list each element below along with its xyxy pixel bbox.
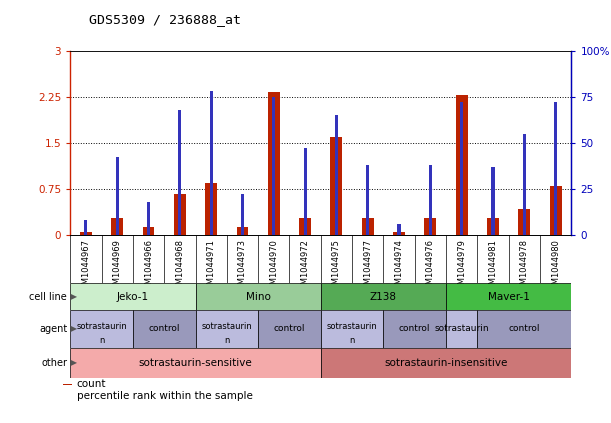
Text: cell line: cell line [29,291,67,302]
Bar [111,217,123,235]
Text: sotrastaurin-sensitive: sotrastaurin-sensitive [139,358,252,368]
Text: GSM1044978: GSM1044978 [520,239,529,295]
Bar [335,115,338,235]
Text: control: control [399,324,431,333]
Text: GDS5309 / 236888_at: GDS5309 / 236888_at [89,13,241,26]
Text: control: control [508,324,540,333]
Bar [210,91,213,235]
Bar [299,218,311,235]
Bar [236,228,249,235]
Bar [321,310,384,348]
Bar [70,348,321,378]
Bar [205,183,217,235]
Text: GSM1044981: GSM1044981 [489,239,497,294]
Text: Mino: Mino [246,291,271,302]
Text: GSM1044977: GSM1044977 [364,239,372,295]
Bar [196,310,258,348]
Bar [178,110,181,235]
Bar [70,283,196,310]
Text: other: other [41,358,67,368]
Bar [554,102,557,235]
Bar [429,165,432,235]
Text: ▶: ▶ [68,292,77,301]
Bar [196,283,321,310]
Bar [258,310,321,348]
Bar [331,137,342,235]
Bar [362,218,374,235]
Bar [142,228,155,235]
Text: ▶: ▶ [68,324,77,333]
Text: n: n [99,336,104,345]
Text: ▶: ▶ [68,358,77,368]
Text: GSM1044967: GSM1044967 [81,239,90,295]
Text: count: count [76,379,106,389]
Bar [491,167,494,235]
Text: percentile rank within the sample: percentile rank within the sample [76,391,252,401]
Text: control: control [148,324,180,333]
Bar [241,194,244,235]
Bar [425,218,436,235]
Text: sotrastaurin: sotrastaurin [202,322,252,331]
Text: sotrastaurin-insensitive: sotrastaurin-insensitive [384,358,508,368]
Bar [366,165,369,235]
Text: sotrastaurin: sotrastaurin [76,322,127,331]
Text: agent: agent [39,324,67,334]
Bar [174,194,186,235]
Bar [460,102,463,235]
Text: n: n [349,336,355,345]
Bar [304,148,307,235]
Bar [393,232,405,235]
Bar [115,157,119,235]
Text: GSM1044970: GSM1044970 [269,239,278,294]
Text: GSM1044972: GSM1044972 [301,239,310,294]
Text: GSM1044975: GSM1044975 [332,239,341,294]
Bar [446,283,571,310]
Bar [84,220,87,235]
Text: GSM1044971: GSM1044971 [207,239,216,294]
Bar [384,310,446,348]
Text: n: n [224,336,230,345]
Bar [446,310,477,348]
Bar [273,97,276,235]
Text: GSM1044979: GSM1044979 [457,239,466,294]
Text: Jeko-1: Jeko-1 [117,291,149,302]
Text: GSM1044969: GSM1044969 [113,239,122,294]
Bar [63,384,73,385]
Text: GSM1044976: GSM1044976 [426,239,435,295]
Text: sotrastaurin: sotrastaurin [327,322,378,331]
Text: GSM1044968: GSM1044968 [175,239,185,295]
Bar [147,202,150,235]
Text: GSM1044966: GSM1044966 [144,239,153,295]
Bar [80,232,92,235]
Bar [550,186,562,235]
Text: control: control [274,324,306,333]
Bar [70,310,133,348]
Bar [523,134,526,235]
Text: GSM1044973: GSM1044973 [238,239,247,295]
Bar [518,209,530,235]
Bar [321,348,571,378]
Bar [456,95,467,235]
Text: Maver-1: Maver-1 [488,291,530,302]
Bar [321,283,446,310]
Text: GSM1044980: GSM1044980 [551,239,560,294]
Bar [133,310,196,348]
Bar [487,218,499,235]
Bar [477,310,571,348]
Bar [268,93,280,235]
Text: GSM1044974: GSM1044974 [395,239,403,294]
Text: Z138: Z138 [370,291,397,302]
Text: sotrastaurin: sotrastaurin [434,324,489,333]
Bar [398,224,401,235]
